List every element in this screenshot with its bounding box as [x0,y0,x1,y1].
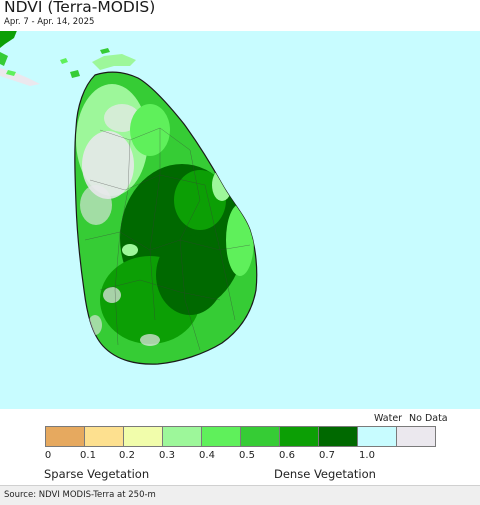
legend-swatch-3 [162,426,202,447]
sri-lanka-ndvi-map [0,31,258,365]
legend-swatch-6 [279,426,319,447]
legend-swatch-7 [318,426,358,447]
legend-tick: 0.1 [80,450,96,461]
legend-water-label: Water [374,413,403,424]
legend-nodata-label: No Data [409,413,448,424]
source-bar: Source: NDVI MODIS-Terra at 250-m [0,485,480,505]
legend: Water No Data 0 0.1 0.2 0.3 0.4 0.5 0.6 … [0,409,480,485]
date-range: Apr. 7 - Apr. 14, 2025 [4,17,95,27]
legend-tick: 0.3 [159,450,175,461]
dense-vegetation-label: Dense Vegetation [274,467,376,481]
legend-swatches [45,426,436,447]
legend-swatch-4 [201,426,241,447]
legend-swatch-0 [45,426,85,447]
legend-swatch-5 [240,426,280,447]
map-title: NDVI (Terra-MODIS) [4,0,156,16]
sparse-vegetation-label: Sparse Vegetation [44,467,150,481]
legend-tick: 0.7 [319,450,335,461]
legend-tick: 0 [44,450,52,461]
legend-tick: 0.2 [119,450,135,461]
legend-ticks: 0 0.1 0.2 0.3 0.4 0.5 0.6 0.7 1.0 [0,450,480,464]
legend-tick: 0.6 [279,450,295,461]
legend-tick: 0.4 [199,450,215,461]
legend-swatch-nodata [396,426,436,447]
legend-swatch-water [357,426,397,447]
india-coast [0,31,17,48]
source-text: Source: NDVI MODIS-Terra at 250-m [4,490,156,500]
legend-swatch-1 [84,426,124,447]
legend-tick: 0.5 [239,450,255,461]
map-area [0,31,480,409]
legend-swatch-2 [123,426,163,447]
legend-tick: 1.0 [359,450,375,461]
